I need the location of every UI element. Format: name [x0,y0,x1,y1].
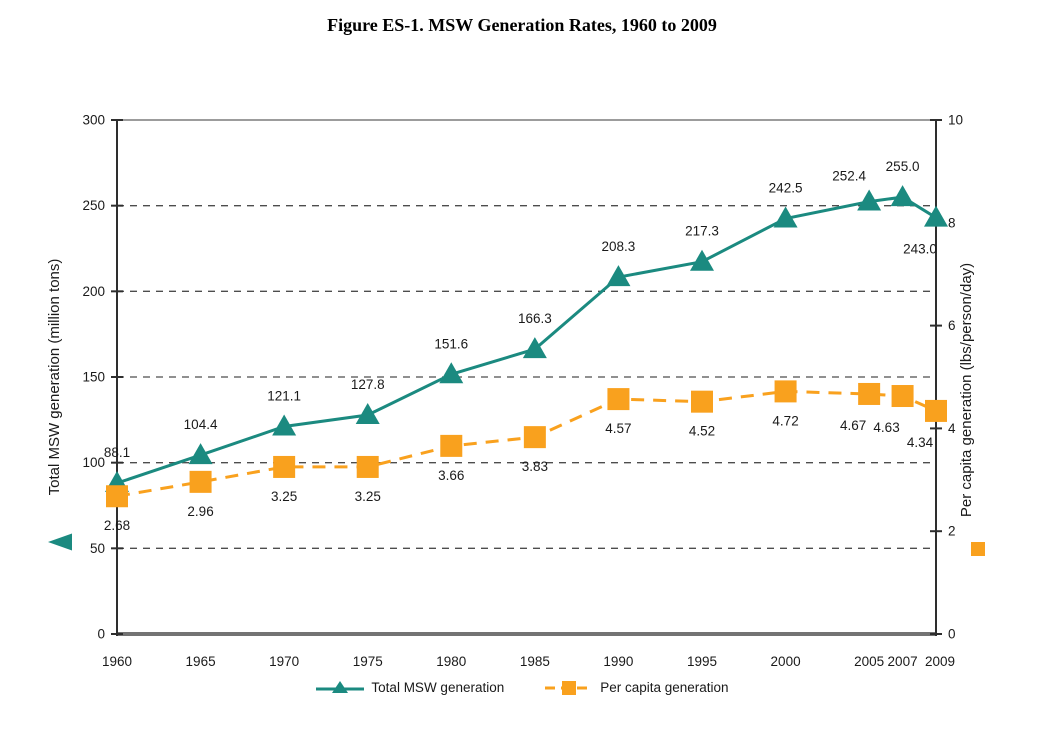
data-label: 4.72 [772,413,798,428]
x-axis-label: 1980 [436,654,466,669]
right-axis-title: Per capita generation (lbs/person/day) [958,263,975,517]
square-marker [891,385,914,408]
right-axis-tick-label: 10 [948,113,963,128]
data-label: 4.57 [605,421,631,436]
data-label: 88.1 [104,445,130,460]
total-msw-line-triangle-icon [316,681,365,693]
x-axis-label: 1975 [353,654,383,669]
per-capita-line-square-icon [545,681,594,695]
triangle-marker [890,185,915,207]
triangle-marker [522,337,547,359]
square-marker [607,388,630,411]
triangle-marker [439,362,464,384]
right-axis-tick-label: 8 [948,215,956,230]
square-marker [774,380,797,403]
right-axis-tick-label: 2 [948,524,956,539]
square-marker [189,470,212,493]
data-label: 3.66 [438,468,464,483]
data-label: 255.0 [886,159,920,174]
x-axis-label: 1990 [603,654,633,669]
data-label: 243.0 [903,242,937,257]
left-axis-title: Total MSW generation (million tons) [46,259,63,496]
left-axis-tick-label: 100 [82,455,105,470]
right-axis-square-icon [971,542,985,556]
square-marker [273,455,296,478]
square-marker [106,485,128,508]
legend: Total MSW generation Per capita generati… [0,679,1044,696]
x-axis-label: 2007 [888,654,918,669]
data-label: 242.5 [769,181,803,196]
triangle-marker [355,403,380,425]
square-marker [925,399,947,422]
right-axis-tick-label: 6 [948,318,956,333]
data-label: 104.4 [184,417,218,432]
square-marker [523,426,546,449]
legend-item-per-capita: Per capita generation [544,679,729,696]
data-label: 2.96 [187,504,213,519]
data-label: 252.4 [832,169,866,184]
figure-title: Figure ES-1. MSW Generation Rates, 1960 … [327,15,717,35]
left-axis-tick-label: 200 [82,284,105,299]
x-axis-label: 1960 [102,654,132,669]
data-label: 208.3 [602,239,636,254]
left-axis-tick-label: 150 [82,370,105,385]
left-axis-tick-label: 0 [97,627,105,642]
data-label: 121.1 [267,389,301,404]
left-axis-triangle-icon [48,533,72,551]
square-marker [356,455,379,478]
x-axis-label: 1970 [269,654,299,669]
x-axis-label: 2009 [925,654,955,669]
triangle-marker [272,414,297,436]
data-label: 166.3 [518,311,552,326]
square-marker [440,434,463,457]
triangle-marker [690,249,714,271]
data-label: 3.25 [355,489,381,504]
legend-item-total-msw: Total MSW generation [315,679,504,696]
x-axis-label: 1995 [687,654,717,669]
data-label: 2.68 [104,518,130,533]
x-axis-label: 1965 [186,654,216,669]
data-label: 3.25 [271,489,297,504]
right-axis-tick-label: 0 [948,627,956,642]
data-label: 4.34 [907,435,934,450]
x-axis-label: 1985 [520,654,550,669]
triangle-marker [857,189,882,211]
legend-label-per-capita: Per capita generation [600,680,729,695]
data-label: 4.63 [873,420,899,435]
right-axis-tick-label: 4 [948,421,956,436]
legend-label-total-msw: Total MSW generation [371,680,505,695]
data-label: 3.83 [522,459,548,474]
data-label: 127.8 [351,377,385,392]
x-axis-label: 2000 [771,654,801,669]
left-axis-tick-label: 50 [90,541,105,556]
x-axis-label: 2005 [854,654,884,669]
square-marker [858,382,881,405]
square-marker [691,390,713,413]
data-label: 4.67 [840,418,866,433]
left-axis-tick-label: 300 [82,113,105,128]
data-label: 151.6 [434,336,468,351]
data-label: 4.52 [689,424,715,439]
triangle-marker [606,265,631,287]
left-axis-tick-label: 250 [82,198,105,213]
triangle-marker [924,205,948,227]
triangle-marker [773,206,798,228]
data-label: 217.3 [685,224,719,239]
triangle-marker [188,443,213,465]
